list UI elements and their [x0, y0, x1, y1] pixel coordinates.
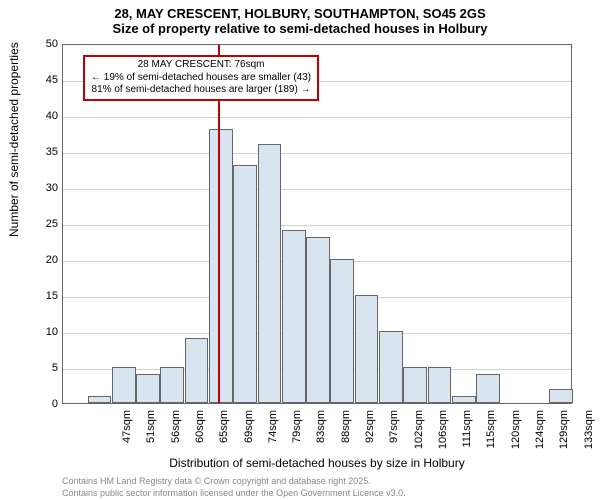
x-tick-label: 97sqm [388, 410, 400, 460]
annotation-line: 28 MAY CRESCENT: 76sqm [91, 59, 311, 72]
x-tick-label: 79sqm [291, 410, 303, 460]
histogram-bar [476, 374, 500, 403]
histogram-bar [428, 367, 452, 403]
histogram-bar [330, 259, 354, 403]
histogram-bar [379, 331, 403, 403]
footer-line1: Contains HM Land Registry data © Crown c… [62, 476, 406, 488]
histogram-bar [136, 374, 160, 403]
y-tick-label: 15 [28, 290, 58, 302]
y-tick-label: 20 [28, 254, 58, 266]
chart-title-block: 28, MAY CRESCENT, HOLBURY, SOUTHAMPTON, … [0, 0, 600, 36]
gridline [63, 153, 571, 154]
gridline [63, 117, 571, 118]
x-tick-label: 115sqm [485, 410, 497, 460]
annotation-line: 81% of semi-detached houses are larger (… [91, 84, 311, 97]
x-tick-label: 56sqm [170, 410, 182, 460]
histogram-bar [355, 295, 379, 403]
x-tick-label: 74sqm [267, 410, 279, 460]
histogram-bar [452, 396, 476, 403]
annotation-line: ← 19% of semi-detached houses are smalle… [91, 72, 311, 85]
histogram-bar [282, 230, 306, 403]
y-tick-label: 0 [28, 398, 58, 410]
footer-line2: Contains public sector information licen… [62, 488, 406, 500]
histogram-bar [112, 367, 136, 403]
x-tick-label: 88sqm [340, 410, 352, 460]
histogram-bar [209, 129, 233, 403]
x-tick-label: 111sqm [461, 410, 473, 460]
histogram-bar [258, 144, 282, 403]
gridline [63, 189, 571, 190]
y-tick-label: 45 [28, 74, 58, 86]
y-tick-label: 10 [28, 326, 58, 338]
footer-attribution: Contains HM Land Registry data © Crown c… [62, 476, 406, 499]
histogram-bar [403, 367, 427, 403]
histogram-bar [185, 338, 209, 403]
x-tick-label: 129sqm [558, 410, 570, 460]
x-tick-label: 47sqm [121, 410, 133, 460]
x-tick-label: 92sqm [364, 410, 376, 460]
annotation-box: 28 MAY CRESCENT: 76sqm← 19% of semi-deta… [83, 55, 319, 101]
x-tick-label: 69sqm [243, 410, 255, 460]
chart-title-line1: 28, MAY CRESCENT, HOLBURY, SOUTHAMPTON, … [0, 6, 600, 21]
y-tick-label: 30 [28, 182, 58, 194]
histogram-bar [549, 389, 573, 403]
y-tick-label: 50 [28, 38, 58, 50]
x-tick-label: 51sqm [145, 410, 157, 460]
plot-area: 28 MAY CRESCENT: 76sqm← 19% of semi-deta… [62, 44, 572, 404]
gridline [63, 225, 571, 226]
y-tick-label: 25 [28, 218, 58, 230]
y-axis-label: Number of semi-detached properties [7, 225, 21, 237]
x-tick-label: 102sqm [413, 410, 425, 460]
x-tick-label: 120sqm [510, 410, 522, 460]
x-tick-label: 60sqm [194, 410, 206, 460]
histogram-bar [88, 396, 112, 403]
y-tick-label: 5 [28, 362, 58, 374]
x-tick-label: 124sqm [534, 410, 546, 460]
chart-title-line2: Size of property relative to semi-detach… [0, 21, 600, 36]
chart-container: 28, MAY CRESCENT, HOLBURY, SOUTHAMPTON, … [0, 0, 600, 500]
y-tick-label: 35 [28, 146, 58, 158]
x-tick-label: 106sqm [437, 410, 449, 460]
x-tick-label: 133sqm [583, 410, 595, 460]
x-tick-label: 65sqm [218, 410, 230, 460]
x-tick-label: 83sqm [315, 410, 327, 460]
histogram-bar [160, 367, 184, 403]
y-tick-label: 40 [28, 110, 58, 122]
histogram-bar [233, 165, 257, 403]
histogram-bar [306, 237, 330, 403]
